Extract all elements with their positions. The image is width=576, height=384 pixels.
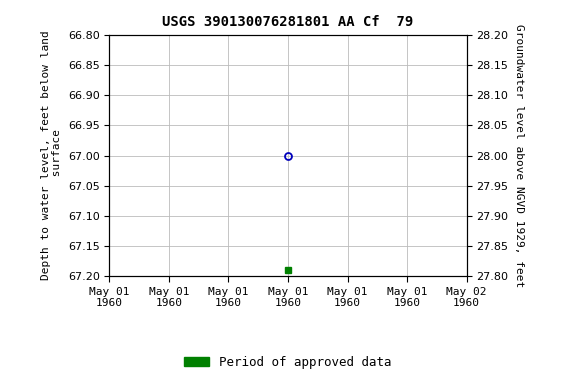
Title: USGS 390130076281801 AA Cf  79: USGS 390130076281801 AA Cf 79 (162, 15, 414, 29)
Y-axis label: Groundwater level above NGVD 1929, feet: Groundwater level above NGVD 1929, feet (514, 24, 524, 287)
Y-axis label: Depth to water level, feet below land
 surface: Depth to water level, feet below land su… (41, 31, 62, 280)
Legend: Period of approved data: Period of approved data (179, 351, 397, 374)
